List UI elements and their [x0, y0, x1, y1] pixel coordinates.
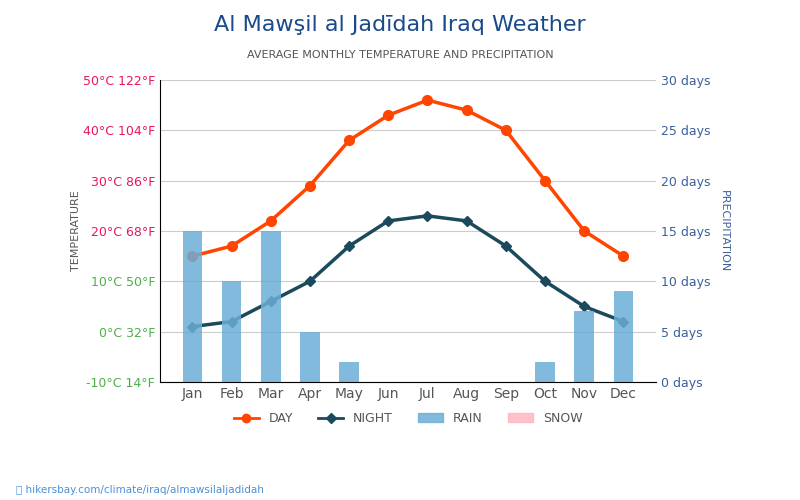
Bar — [261, 231, 281, 382]
Bar — [339, 362, 359, 382]
Bar — [614, 292, 634, 382]
Legend: DAY, NIGHT, RAIN, SNOW: DAY, NIGHT, RAIN, SNOW — [229, 407, 587, 430]
Text: AVERAGE MONTHLY TEMPERATURE AND PRECIPITATION: AVERAGE MONTHLY TEMPERATURE AND PRECIPIT… — [246, 50, 554, 60]
Bar — [222, 282, 242, 382]
Y-axis label: TEMPERATURE: TEMPERATURE — [71, 190, 81, 272]
Text: ⌖ hikersbay.com/climate/iraq/almawsilaljadidah: ⌖ hikersbay.com/climate/iraq/almawsilalj… — [16, 485, 264, 495]
Bar — [574, 312, 594, 382]
Bar — [300, 332, 320, 382]
Text: Al Mawşil al Jadīdah Iraq Weather: Al Mawşil al Jadīdah Iraq Weather — [214, 15, 586, 35]
Y-axis label: PRECIPITATION: PRECIPITATION — [719, 190, 729, 272]
Bar — [535, 362, 555, 382]
Bar — [182, 231, 202, 382]
